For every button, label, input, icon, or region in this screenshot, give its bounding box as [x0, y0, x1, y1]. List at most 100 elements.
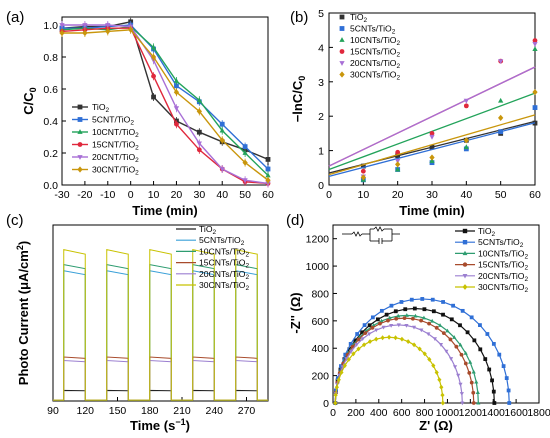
y-tick-label: 1	[318, 146, 324, 158]
data-point	[471, 390, 476, 395]
series-line	[61, 27, 269, 185]
series-line	[334, 307, 495, 404]
data-point	[441, 312, 445, 317]
data-point	[487, 367, 492, 372]
legend-label: 5CNTs/TiO2	[199, 235, 245, 247]
data-point	[426, 332, 431, 337]
x-tick-label: -30	[54, 189, 69, 201]
y-tick-label: 0.4	[43, 116, 58, 128]
series-line	[61, 20, 269, 161]
panel-d-letter: (d)	[286, 212, 304, 229]
data-point	[343, 352, 348, 357]
data-point	[150, 53, 157, 61]
y-tick-label: 1200	[306, 234, 330, 246]
data-point	[387, 315, 392, 320]
data-point	[463, 98, 469, 104]
legend-label: TiO2	[92, 102, 110, 114]
data-point	[339, 14, 345, 20]
data-point	[82, 23, 88, 28]
data-point	[475, 390, 480, 394]
data-point	[344, 357, 349, 361]
data-point	[463, 103, 469, 109]
data-point	[339, 49, 345, 54]
data-point	[384, 312, 389, 317]
data-point	[395, 153, 401, 159]
data-point	[348, 341, 353, 346]
data-point	[498, 129, 504, 135]
data-point	[105, 23, 111, 28]
equivalent-circuit-icon	[342, 226, 400, 244]
data-point	[354, 343, 359, 347]
data-point	[532, 105, 538, 110]
data-point	[427, 321, 431, 326]
data-point	[459, 352, 464, 357]
data-point	[173, 78, 180, 83]
data-point	[59, 29, 65, 37]
data-point	[440, 392, 445, 398]
data-point	[403, 307, 408, 312]
y-tick-label: 0.8	[43, 52, 58, 64]
data-point	[174, 83, 179, 89]
data-point	[393, 309, 398, 314]
panel-c-ylabel: Photo Current (μA/cm2)	[15, 241, 31, 385]
data-point	[360, 168, 366, 174]
data-point	[367, 323, 372, 328]
data-point	[380, 335, 385, 341]
data-point	[462, 262, 468, 267]
data-point	[394, 316, 399, 321]
data-point	[431, 363, 436, 369]
data-point	[437, 377, 442, 383]
legend-label: 15CNTs/TiO2	[478, 260, 528, 272]
data-point	[532, 38, 538, 43]
legend-label: 20CNTs/TiO2	[350, 58, 400, 70]
data-point	[395, 166, 401, 172]
data-point	[485, 332, 490, 336]
data-point	[339, 369, 344, 375]
data-point	[150, 44, 157, 50]
data-point	[437, 323, 443, 327]
data-point	[173, 106, 180, 112]
data-point	[77, 104, 83, 110]
y-tick-label: 3	[318, 77, 324, 89]
data-point	[460, 308, 465, 313]
data-point	[532, 46, 538, 52]
data-point	[498, 59, 504, 65]
data-point	[441, 300, 445, 304]
panel-c-xlabel: Time (s−1)	[130, 417, 190, 433]
data-point	[478, 323, 482, 328]
data-point	[393, 335, 398, 341]
y-tick-label: 2	[318, 111, 324, 123]
data-point	[419, 328, 424, 333]
x-tick-label: 150	[109, 405, 127, 417]
legend-label: 30CNT/TiO2	[92, 165, 139, 177]
data-point	[399, 336, 405, 342]
data-point	[77, 129, 83, 134]
data-point	[342, 363, 347, 369]
y-tick-label: 1.0	[43, 20, 58, 32]
data-point	[386, 318, 390, 323]
data-point	[336, 377, 341, 383]
data-point	[77, 117, 83, 122]
data-point	[420, 297, 425, 301]
data-point	[219, 137, 225, 144]
data-point	[349, 349, 354, 354]
data-point	[471, 401, 476, 405]
x-tick-label: 30	[426, 189, 438, 201]
x-tick-label: 20	[171, 189, 183, 201]
data-point	[490, 378, 494, 383]
y-tick-label: 5	[318, 8, 324, 20]
data-point	[498, 114, 504, 122]
x-tick-label: 240	[205, 405, 223, 417]
data-point	[361, 342, 367, 348]
panel-c-frame	[52, 224, 269, 402]
legend-label: 10CNTs/TiO2	[199, 246, 249, 258]
x-tick-label: -10	[100, 189, 115, 201]
x-tick-label: 40	[460, 189, 472, 201]
data-point	[441, 331, 446, 336]
data-point	[459, 392, 464, 396]
panel-a-frame	[61, 16, 269, 186]
data-point	[356, 337, 361, 342]
data-point	[196, 129, 202, 135]
data-point	[478, 347, 483, 352]
